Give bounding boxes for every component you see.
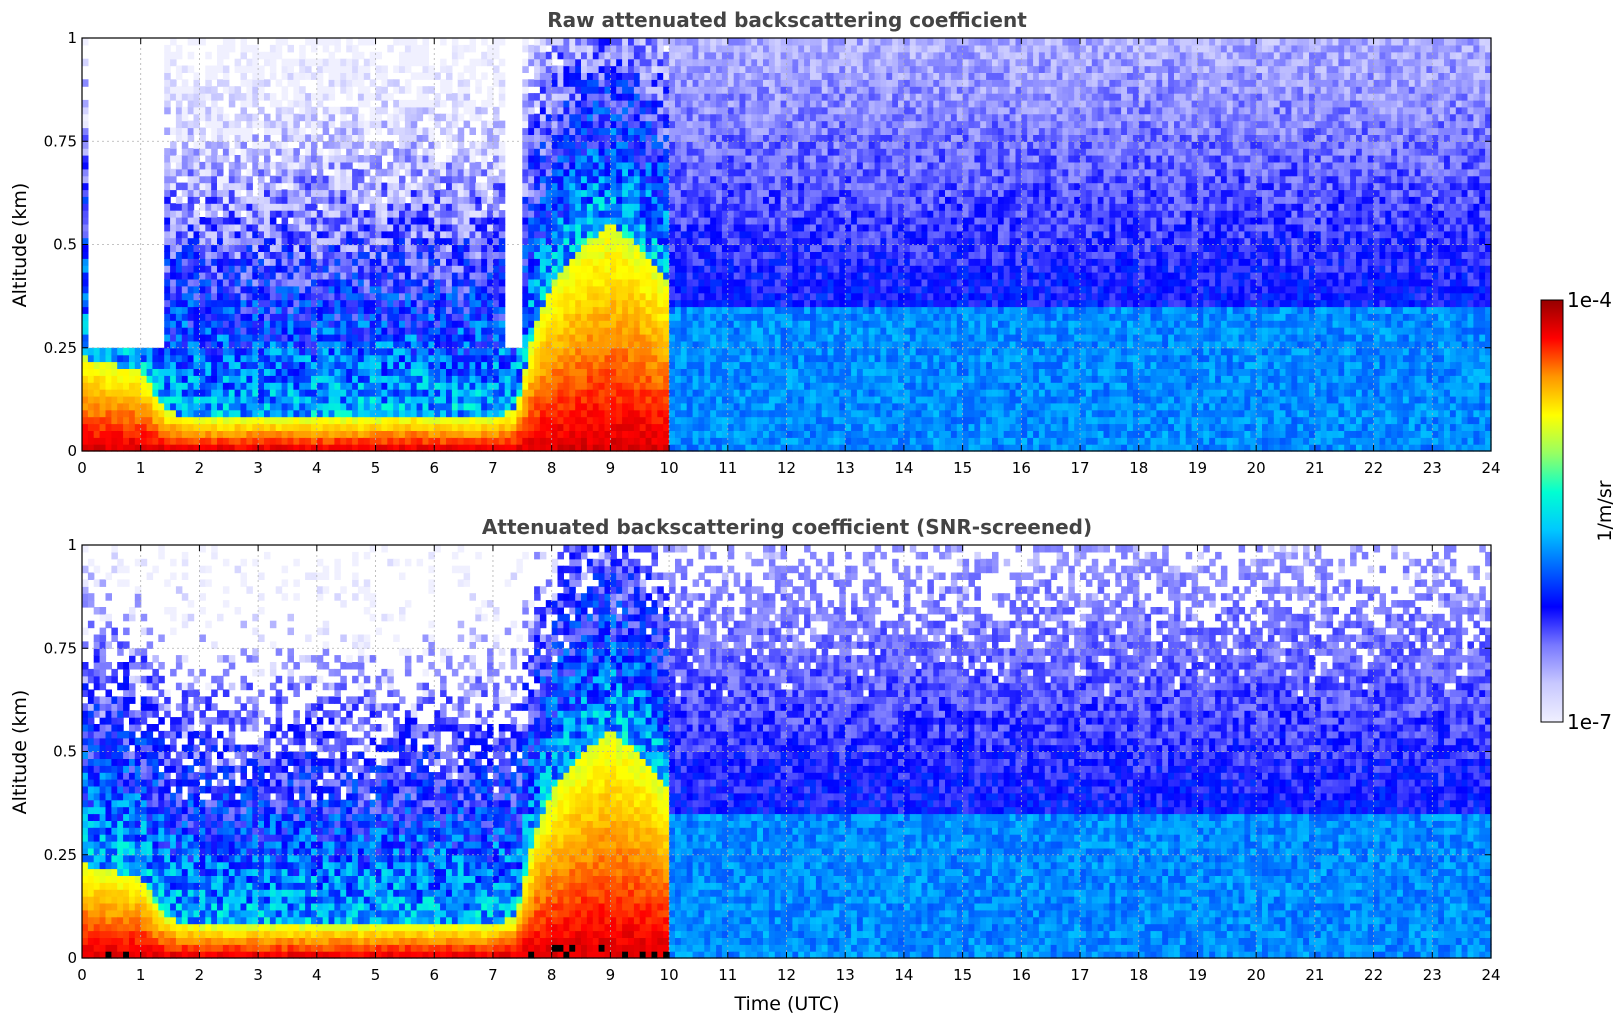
x-tick-label: 8 [547,459,557,477]
y-tick-label: 1 [67,536,77,554]
x-tick-label: 24 [1481,966,1500,984]
x-tick-label: 23 [1423,459,1442,477]
x-tick-label: 9 [606,966,616,984]
x-tick-label: 16 [1012,966,1031,984]
x-tick-label: 11 [718,459,737,477]
x-tick-label: 4 [312,459,322,477]
x-tick-label: 9 [606,459,616,477]
x-tick-label: 10 [660,459,679,477]
top-panel-title: Raw attenuated backscattering coefficien… [547,8,1027,32]
colorbar: 1e-4 1e-7 1/m/sr [1541,288,1616,734]
bottom-x-axis-label: Time (UTC) [733,993,839,1015]
x-tick-label: 16 [1012,459,1031,477]
x-tick-label: 14 [894,459,913,477]
x-tick-label: 17 [1070,966,1089,984]
x-tick-label: 7 [488,966,498,984]
x-tick-label: 4 [312,966,322,984]
x-tick-label: 15 [953,966,972,984]
y-tick-label: 0 [67,442,77,460]
y-tick-label: 0 [67,949,77,967]
x-tick-label: 6 [429,966,439,984]
y-tick-label: 0.75 [44,132,77,150]
x-tick-label: 13 [836,966,855,984]
colorbar-min-label: 1e-7 [1567,710,1612,734]
x-tick-label: 1 [136,459,146,477]
x-tick-label: 0 [77,459,87,477]
top-y-axis-label: Altitude (km) [9,183,31,308]
x-tick-label: 22 [1364,966,1383,984]
x-tick-label: 21 [1305,459,1324,477]
x-tick-label: 3 [253,966,263,984]
x-tick-label: 6 [429,459,439,477]
bottom-panel-title: Attenuated backscattering coefficient (S… [482,515,1092,539]
x-tick-label: 8 [547,966,557,984]
x-tick-label: 2 [195,966,205,984]
bottom-y-axis-label: Altitude (km) [9,690,31,815]
x-tick-label: 12 [777,966,796,984]
y-tick-label: 0.25 [44,846,77,864]
x-tick-label: 19 [1188,459,1207,477]
colorbar-gradient [1541,300,1563,722]
y-tick-label: 0.5 [53,743,77,761]
x-tick-label: 14 [894,966,913,984]
y-tick-label: 1 [67,29,77,47]
x-tick-label: 0 [77,966,87,984]
x-tick-label: 5 [371,459,381,477]
x-tick-label: 15 [953,459,972,477]
x-tick-label: 18 [1129,459,1148,477]
y-tick-label: 0.75 [44,639,77,657]
x-tick-label: 20 [1247,459,1266,477]
x-tick-label: 2 [195,459,205,477]
x-tick-label: 10 [660,966,679,984]
x-tick-label: 7 [488,459,498,477]
colorbar-max-label: 1e-4 [1567,288,1612,312]
x-tick-label: 19 [1188,966,1207,984]
x-tick-label: 11 [718,966,737,984]
x-tick-label: 1 [136,966,146,984]
top-panel: Raw attenuated backscattering coefficien… [9,8,1501,477]
x-tick-label: 24 [1481,459,1500,477]
x-tick-label: 13 [836,459,855,477]
x-tick-label: 17 [1070,459,1089,477]
x-tick-label: 12 [777,459,796,477]
y-tick-label: 0.25 [44,339,77,357]
x-tick-label: 22 [1364,459,1383,477]
x-tick-label: 21 [1305,966,1324,984]
colorbar-unit-label: 1/m/sr [1594,480,1616,541]
x-tick-label: 20 [1247,966,1266,984]
y-tick-label: 0.5 [53,236,77,254]
x-tick-label: 5 [371,966,381,984]
x-tick-label: 3 [253,459,263,477]
x-tick-label: 18 [1129,966,1148,984]
bottom-panel: Attenuated backscattering coefficient (S… [9,515,1501,1015]
x-tick-label: 23 [1423,966,1442,984]
